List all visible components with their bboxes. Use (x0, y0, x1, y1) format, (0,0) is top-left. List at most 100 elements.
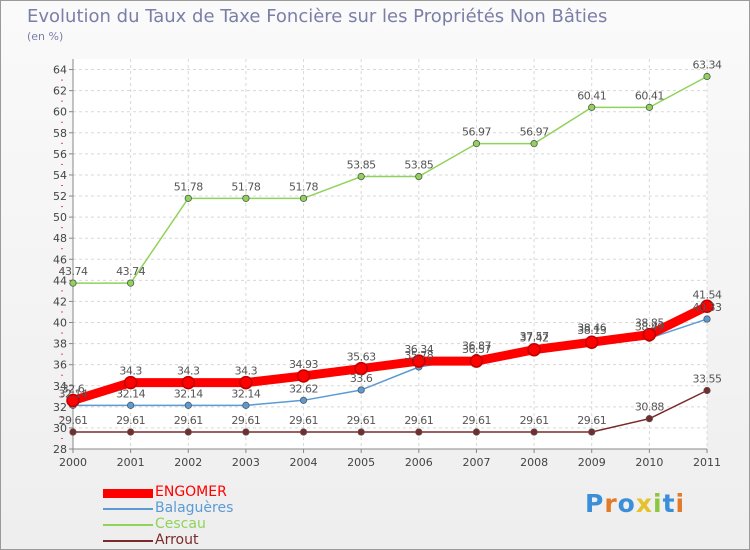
data-point-cescau (299, 194, 308, 202)
data-point-arrout (242, 428, 250, 436)
data-point-engomer (296, 369, 311, 383)
data-label-cescau: 53.85 (347, 159, 376, 172)
y-tick-label: 42 (53, 295, 67, 308)
data-point-arrout (645, 415, 653, 423)
series-line-arrout (72, 389, 708, 433)
y-tick-label: 28 (53, 443, 67, 456)
data-label-engomer: 36.34 (404, 343, 433, 356)
data-label-cescau: 51.78 (174, 180, 203, 193)
logo-letter: r (604, 489, 618, 518)
data-point-engomer (584, 335, 599, 349)
data-label-engomer: 37.42 (520, 332, 549, 345)
data-point-arrout (127, 428, 135, 436)
data-point-cescau (242, 194, 250, 202)
y-tick-label: 30 (53, 422, 67, 435)
data-point-cescau (357, 172, 365, 181)
data-label-balagures: 37.57 (520, 330, 549, 343)
chart-title: Evolution du Taux de Taxe Foncière sur l… (27, 6, 608, 27)
data-point-engomer (700, 299, 714, 314)
data-label-balagures: 38.49 (635, 320, 664, 333)
proxiti-logo: Proxiti (585, 489, 685, 518)
data-label-arrout: 29.61 (289, 414, 318, 427)
logo-letter: i (675, 489, 686, 518)
y-tick-label: 62 (53, 85, 67, 98)
data-label-cescau: 51.78 (289, 180, 318, 193)
data-label-cescau: 63.34 (693, 58, 722, 71)
data-label-cescau: 60.41 (635, 89, 664, 102)
data-label-balagures: 32.62 (289, 382, 318, 395)
data-label-cescau: 51.78 (231, 180, 260, 193)
y-tick-label: 48 (53, 232, 67, 245)
y-tick-label: 52 (53, 190, 67, 203)
data-label-cescau: 43.74 (116, 265, 145, 278)
plot-area (73, 59, 707, 449)
legend-swatch-balagueres (103, 508, 153, 510)
y-tick-label: 44 (53, 274, 67, 287)
data-point-engomer (66, 393, 80, 408)
data-point-arrout (588, 428, 596, 436)
data-label-arrout: 33.55 (693, 373, 722, 386)
data-point-cescau (703, 72, 711, 81)
data-label-engomer: 35.63 (347, 351, 376, 364)
data-label-arrout: 29.61 (347, 414, 376, 427)
data-label-arrout: 29.61 (59, 414, 88, 427)
x-tick-label: 2001 (117, 456, 145, 469)
data-point-arrout (703, 386, 711, 395)
data-label-cescau: 56.97 (462, 126, 491, 139)
data-label-balagures: 32.14 (231, 387, 260, 400)
data-point-cescau (127, 279, 135, 287)
data-point-engomer (527, 342, 541, 357)
data-point-cescau (415, 172, 423, 181)
data-point-arrout (415, 428, 423, 436)
x-tick-label: 2010 (635, 456, 663, 469)
data-point-balagures (357, 386, 365, 394)
data-point-cescau (184, 194, 192, 202)
data-point-engomer (642, 327, 657, 342)
data-label-arrout: 29.61 (462, 414, 491, 427)
data-label-engomer: 38.13 (577, 324, 606, 337)
data-point-cescau (472, 140, 481, 148)
data-point-engomer (123, 375, 138, 390)
axis-layer: 28 30 32 34 36 38 40 42 44 46 48 50 52 54 56 58 60 62 64 20… (53, 59, 721, 469)
x-tick-label: 2002 (174, 456, 202, 469)
data-label-arrout: 29.61 (404, 414, 433, 427)
data-point-engomer (354, 361, 368, 376)
data-point-cescau (588, 103, 596, 111)
data-label-engomer: 38.85 (635, 317, 664, 330)
y-tick-label: 46 (53, 253, 67, 266)
y-tick-label: 56 (53, 148, 67, 161)
data-label-engomer: 41.54 (693, 288, 722, 301)
y-tick-label: 50 (53, 211, 67, 224)
data-label-engomer: 34.3 (177, 365, 200, 378)
x-tick-label: 2000 (59, 456, 87, 469)
data-label-engomer: 36.57 (462, 343, 491, 356)
data-point-arrout (472, 428, 481, 436)
y-tick-label: 38 (53, 338, 67, 351)
y-tick-label: 40 (53, 317, 67, 330)
data-point-arrout (299, 428, 308, 436)
data-label-balagures: 36.87 (462, 339, 491, 352)
data-label-engomer: 32.6 (62, 383, 85, 396)
legend-swatch-cescau (103, 524, 153, 526)
data-label-balagures: 32.14 (174, 387, 203, 400)
data-point-balagures (703, 315, 711, 323)
data-point-cescau (645, 103, 653, 111)
y-tick-label: 60 (53, 106, 67, 119)
x-tick-label: 2004 (290, 456, 318, 469)
legend-swatch-engomer (103, 489, 153, 498)
label-layer: 43.74 43.74 51.78 51.78 51.78 53.85 53.85 56.97… (59, 58, 723, 427)
y-tick-label: 58 (53, 127, 67, 140)
data-label-cescau: 60.41 (577, 89, 606, 102)
data-point-engomer (469, 354, 484, 368)
data-label-balagures: 32.14 (59, 387, 88, 400)
data-point-engomer (412, 354, 426, 368)
data-label-cescau: 53.85 (404, 159, 433, 172)
data-label-balagures: 33.6 (350, 372, 373, 385)
data-label-arrout: 29.61 (174, 414, 203, 427)
grid-layer (72, 59, 708, 450)
legend-label-balagueres: Balaguères (155, 500, 234, 516)
y-axis-unit: (en %) (27, 30, 64, 43)
y-tick-label: 34 (53, 380, 67, 393)
series-layer (66, 72, 714, 436)
